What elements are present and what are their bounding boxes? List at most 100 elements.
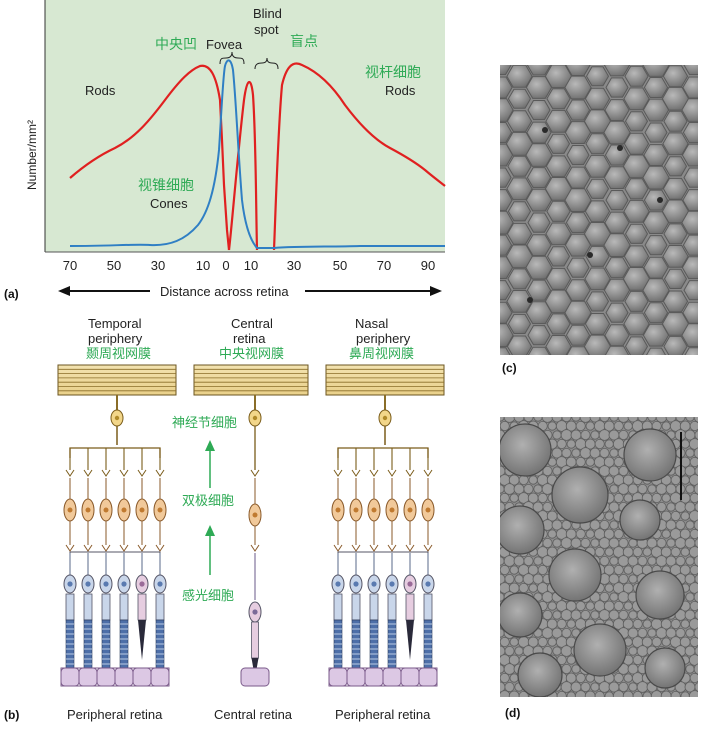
cone-cell-hex <box>506 65 533 88</box>
rod-cell <box>688 438 698 450</box>
rod-cell <box>694 610 698 620</box>
cone-cell-hex <box>500 323 514 348</box>
rod-cell <box>604 475 614 485</box>
rod-cell <box>560 681 573 693</box>
dendritic-tree <box>69 447 161 458</box>
cone-cell-hex <box>663 358 688 380</box>
synapse <box>119 469 129 477</box>
rod-cell <box>585 529 595 539</box>
cone-cell-hex <box>546 88 571 110</box>
rod-cell <box>503 417 516 423</box>
rod-cell <box>628 574 638 584</box>
cone-cell-hex <box>702 291 720 313</box>
rod-cell <box>575 456 586 467</box>
rod-cell <box>617 417 630 423</box>
rod-cell <box>700 422 708 430</box>
cone-cell-hex <box>546 246 571 267</box>
rod-cell <box>556 691 567 697</box>
cone-cell-hex <box>584 267 611 291</box>
rod-cell <box>590 682 600 692</box>
rod-cell <box>680 547 690 557</box>
rod-cell <box>685 592 695 602</box>
cone-cell-hex <box>643 302 669 324</box>
cone-cell-hex <box>500 143 514 167</box>
cone-cell-hex <box>545 155 572 178</box>
rod-cell <box>636 645 649 657</box>
cone-cell <box>623 428 677 482</box>
rod-cell <box>613 565 624 576</box>
rod-cell <box>560 645 573 657</box>
rod-cell <box>500 673 510 683</box>
rod-cell <box>685 417 695 422</box>
panel-d-tag: (d) <box>505 706 520 720</box>
cone-cell-hex <box>508 382 531 402</box>
cone-cell-hex <box>683 65 698 76</box>
rod-cell <box>637 417 648 422</box>
rod-cell <box>609 484 619 494</box>
col1-header-cn: 颞周视网膜 <box>86 346 151 361</box>
rod-cell <box>604 511 614 521</box>
cone-cell-hex <box>644 122 668 143</box>
cone-cell-hex <box>564 75 592 100</box>
cone-cell-hex <box>527 325 551 346</box>
rod-cell <box>699 475 709 485</box>
rod-cell <box>661 637 671 647</box>
cone-cell-hex <box>506 177 533 201</box>
cone-cell-hex <box>566 392 590 413</box>
rod-cell <box>500 592 505 602</box>
cone-cell-hex <box>682 369 707 391</box>
cone-outer-segment <box>138 620 146 660</box>
rod-cell <box>655 417 668 423</box>
rod-cell <box>609 448 619 458</box>
cone-cell-hex <box>683 167 698 188</box>
cone-cell-hex <box>644 370 668 391</box>
rod-cell <box>552 646 562 656</box>
rod-cell <box>522 573 535 585</box>
col2-caption: Central retina <box>214 707 293 722</box>
cone-cell-hex <box>624 336 649 355</box>
cone-cell-hex <box>526 167 552 189</box>
rod-cell <box>618 429 629 440</box>
cone-cell <box>500 423 552 477</box>
rod-cell <box>674 537 687 549</box>
cone-cell-hex <box>605 370 628 390</box>
rod-cell <box>566 619 576 629</box>
rod-cell <box>561 417 572 422</box>
synapse <box>101 544 111 552</box>
rod-cell <box>547 637 557 647</box>
rod-cell <box>594 438 605 449</box>
rod-cell <box>542 465 553 476</box>
cone-cell-hex <box>500 189 513 212</box>
rod-cell <box>500 417 505 422</box>
cone-cell-hex <box>663 335 688 355</box>
cone-cell-hex <box>506 290 533 313</box>
rod-cell <box>699 691 709 701</box>
cone-cell <box>551 466 609 524</box>
cone-cell-hex <box>704 202 720 221</box>
rod-cell <box>500 628 505 638</box>
rod-cell <box>556 655 567 666</box>
rod-cell <box>503 483 516 495</box>
cone-cell-hex <box>682 76 698 99</box>
cone-cell-hex <box>526 65 552 76</box>
rod-cell <box>688 654 698 666</box>
cone-cell-hex <box>604 324 630 347</box>
dark-spot <box>542 127 548 133</box>
cone-cell-hex <box>604 257 630 279</box>
nucleus <box>85 581 91 587</box>
rod-cell <box>508 690 520 697</box>
rod-cell <box>666 538 676 548</box>
rod-cell <box>651 492 662 503</box>
cone-cell-hex <box>566 346 590 355</box>
distance-caption: Distance across retina <box>160 284 289 299</box>
rod-cell <box>685 556 695 566</box>
rod-cell <box>700 530 708 538</box>
rods-curve-right <box>272 62 446 251</box>
synapse <box>155 544 165 552</box>
rod-cell <box>609 417 619 422</box>
rod-cell <box>585 457 595 467</box>
cone-cell-hex <box>566 145 590 166</box>
cone-cell-hex <box>605 302 629 323</box>
rod-cell <box>670 691 681 697</box>
